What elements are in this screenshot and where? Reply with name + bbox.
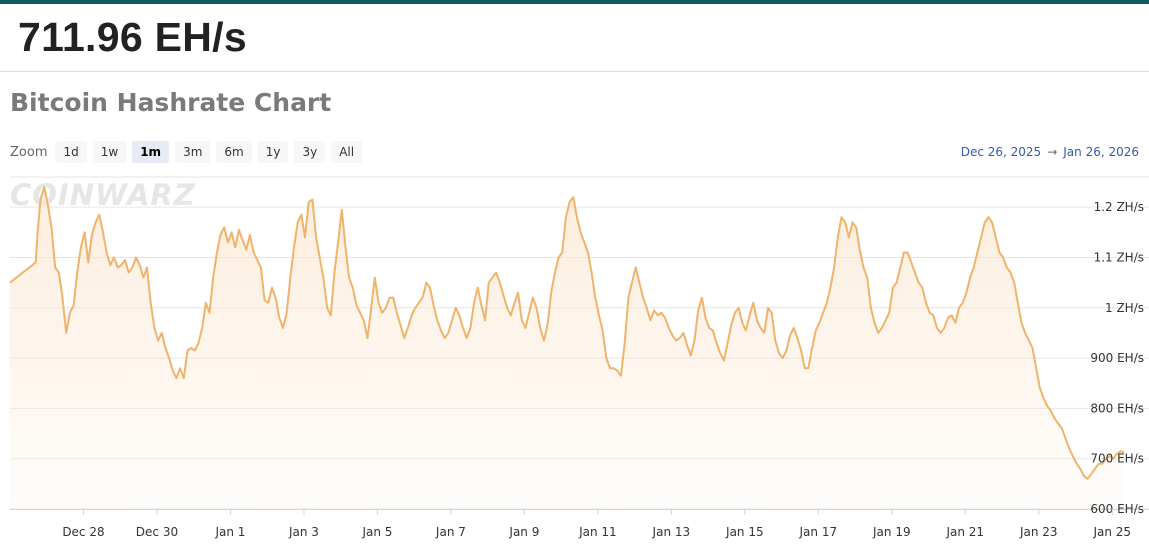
- zoom-button-1y[interactable]: 1y: [257, 141, 289, 163]
- x-axis-ticks: Dec 28 Dec 30 Jan 1 Jan 3 Jan 5 Jan 7 Jan 9 Jan…: [62, 509, 1131, 539]
- zoom-button-3y[interactable]: 3y: [294, 141, 326, 163]
- chart-title: Bitcoin Hashrate Chart: [10, 88, 332, 117]
- y-tick-label: 1.2 ZH/s: [1094, 200, 1144, 214]
- range-arrow: →: [1047, 145, 1058, 159]
- page-header: 711.96 EH/s: [0, 4, 1149, 72]
- x-tick-label: Jan 15: [725, 525, 764, 539]
- date-range[interactable]: Dec 26, 2025 → Jan 26, 2026: [961, 145, 1139, 159]
- y-tick-label: 700 EH/s: [1090, 452, 1144, 466]
- x-tick-label: Jan 5: [361, 525, 392, 539]
- y-tick-label: 1 ZH/s: [1105, 301, 1144, 315]
- x-tick-label: Jan 23: [1019, 525, 1058, 539]
- zoom-button-all[interactable]: All: [331, 141, 363, 163]
- y-axis-ticks: 600 EH/s 700 EH/s 800 EH/s 900 EH/s 1 ZH/s 1.…: [1090, 200, 1144, 516]
- y-tick-label: 600 EH/s: [1090, 502, 1144, 516]
- y-tick-label: 1.1 ZH/s: [1094, 250, 1144, 264]
- x-tick-label: Jan 9: [508, 525, 539, 539]
- y-tick-label: 900 EH/s: [1090, 351, 1144, 365]
- x-tick-label: Jan 21: [945, 525, 984, 539]
- x-tick-label: Dec 28: [62, 525, 104, 539]
- hashrate-area-fill: [10, 187, 1125, 509]
- x-tick-label: Dec 30: [136, 525, 178, 539]
- zoom-button-6m[interactable]: 6m: [216, 141, 252, 163]
- zoom-button-1w[interactable]: 1w: [92, 141, 127, 163]
- current-hashrate-value: 711.96 EH/s: [18, 14, 247, 60]
- x-tick-label: Jan 1: [214, 525, 245, 539]
- zoom-button-3m[interactable]: 3m: [175, 141, 211, 163]
- zoom-button-1m[interactable]: 1m: [132, 141, 170, 163]
- x-tick-label: Jan 25: [1092, 525, 1131, 539]
- zoom-button-1d[interactable]: 1d: [55, 141, 87, 163]
- range-to[interactable]: Jan 26, 2026: [1063, 145, 1139, 159]
- x-tick-label: Jan 11: [578, 525, 617, 539]
- y-tick-label: 800 EH/s: [1090, 401, 1144, 415]
- range-from[interactable]: Dec 26, 2025: [960, 145, 1042, 159]
- x-tick-label: Jan 3: [288, 525, 319, 539]
- zoom-label: Zoom: [10, 144, 48, 160]
- x-tick-label: Jan 13: [652, 525, 691, 539]
- x-tick-label: Jan 17: [799, 525, 838, 539]
- x-tick-label: Jan 19: [872, 525, 911, 539]
- top-accent-bar: [0, 0, 1149, 4]
- hashrate-series-line[interactable]: [9, 186, 1125, 480]
- zoom-selector: Zoom 1d 1w 1m 3m 6m 1y 3y All: [10, 141, 363, 163]
- x-tick-label: Jan 7: [435, 525, 466, 539]
